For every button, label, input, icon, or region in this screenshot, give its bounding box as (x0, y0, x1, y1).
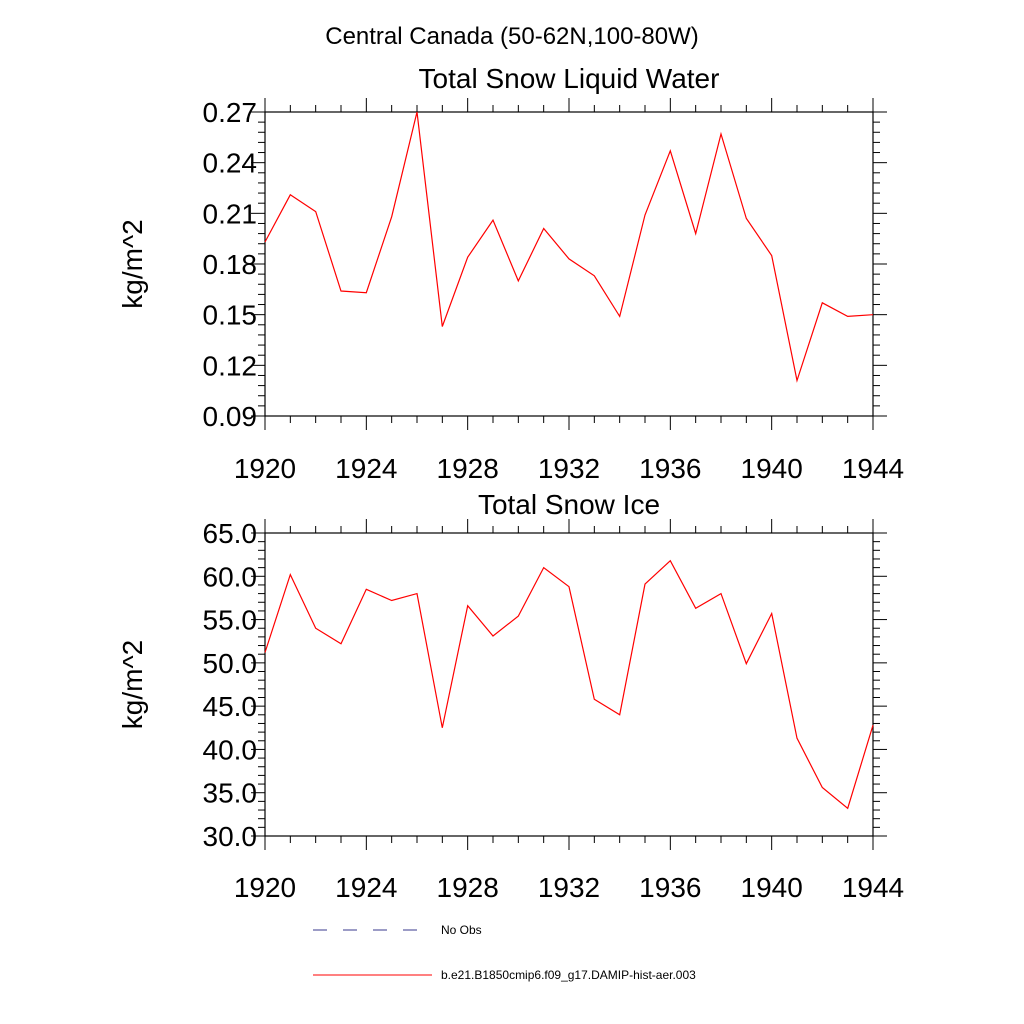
x-tick-label: 1928 (437, 453, 499, 484)
x-tick-label: 1932 (538, 453, 600, 484)
x-tick-label: 1940 (741, 872, 803, 903)
series-line-model (264, 111, 874, 383)
y-tick-label: 0.12 (203, 350, 258, 381)
figure-title: Central Canada (50-62N,100-80W) (325, 23, 699, 50)
y-tick-label: 50.0 (203, 648, 258, 679)
x-tick-label: 1936 (639, 872, 701, 903)
x-tick-label: 1928 (437, 872, 499, 903)
plot-frame (264, 111, 874, 417)
legend: No Obs b.e21.B1850cmip6.f09_g17.DAMIP-hi… (313, 923, 696, 982)
panel-snow-ice: Total Snow Ice kg/m^2 1920 1924 1928 1932 1936… (117, 489, 904, 903)
y-tick-label: 0.18 (203, 249, 258, 280)
y-tick-label: 30.0 (203, 821, 258, 852)
y-axis-label: kg/m^2 (117, 640, 148, 729)
plot-frame (264, 532, 874, 837)
x-tick-label: 1944 (842, 453, 904, 484)
chart-title: Total Snow Ice (478, 489, 660, 520)
x-tick-label: 1920 (234, 872, 296, 903)
y-tick-label: 0.27 (203, 97, 258, 128)
x-tick-label: 1932 (538, 872, 600, 903)
y-tick-label: 40.0 (203, 734, 258, 765)
y-tick-label: 0.09 (203, 401, 258, 432)
x-tick-label: 1924 (335, 453, 397, 484)
panel-snow-liquid-water: Total Snow Liquid Water kg/m^2 1920 1924 192… (117, 63, 904, 484)
x-tick-label: 1920 (234, 453, 296, 484)
x-tick-label: 1940 (741, 453, 803, 484)
legend-label-no-obs: No Obs (441, 923, 482, 937)
chart-title: Total Snow Liquid Water (419, 63, 720, 94)
x-tick-label: 1944 (842, 872, 904, 903)
y-tick-label: 0.24 (203, 148, 258, 179)
x-tick-label: 1936 (639, 453, 701, 484)
y-tick-label: 0.15 (203, 300, 258, 331)
y-tick-label: 0.21 (203, 198, 258, 229)
y-tick-label: 35.0 (203, 778, 258, 809)
y-tick-label: 65.0 (203, 518, 258, 549)
x-tick-label: 1924 (335, 872, 397, 903)
series-line-model (264, 559, 874, 810)
y-tick-label: 45.0 (203, 691, 258, 722)
y-tick-label: 60.0 (203, 561, 258, 592)
y-tick-label: 55.0 (203, 605, 258, 636)
y-axis-label: kg/m^2 (117, 219, 148, 308)
legend-label-model: b.e21.B1850cmip6.f09_g17.DAMIP-hist-aer.… (441, 968, 696, 982)
